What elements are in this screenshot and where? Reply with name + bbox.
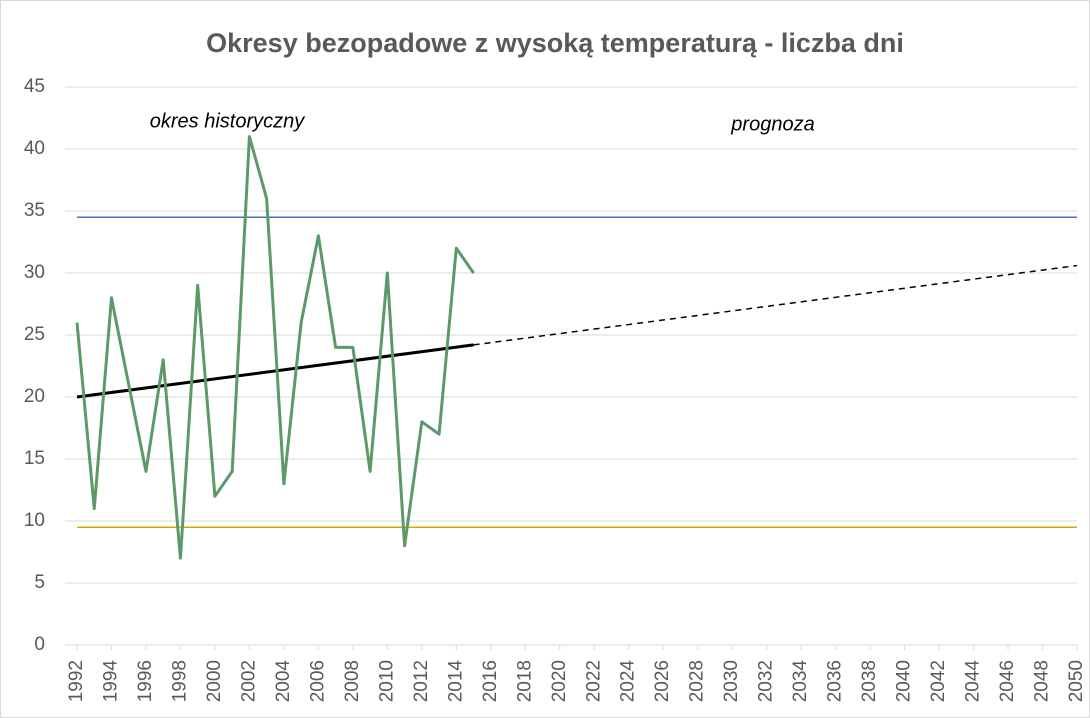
x-tick-label: 2038 [859,660,880,702]
x-tick-label: 1996 [135,660,156,702]
x-tick-label: 1998 [169,660,190,702]
x-tick-label: 2028 [687,660,708,702]
x-tick-label: 1994 [100,660,121,703]
annotation: prognoza [730,113,814,135]
x-tick-label: 2026 [652,660,673,702]
x-tick-label: 2000 [204,660,225,702]
y-tick-label: 10 [24,510,45,531]
x-tick-label: 2008 [342,660,363,702]
y-tick-label: 15 [24,448,45,469]
x-tick-label: 2022 [583,660,604,702]
x-tick-label: 2018 [514,660,535,702]
chart-title: Okresy bezopadowe z wysoką temperaturą -… [206,28,904,58]
x-tick-label: 2030 [721,660,742,702]
x-tick-label: 2036 [825,660,846,702]
annotation: okres historyczny [150,110,305,132]
y-tick-label: 25 [24,324,45,345]
x-tick-label: 2044 [963,660,984,703]
y-tick-label: 45 [24,76,45,97]
x-tick-label: 2048 [1032,660,1053,702]
y-tick-label: 35 [24,200,45,221]
x-tick-label: 2010 [376,660,397,702]
y-tick-label: 5 [34,572,45,593]
series-line [473,264,1078,346]
y-tick-label: 30 [24,262,45,283]
y-tick-label: 0 [34,634,45,655]
x-tick-label: 2032 [756,660,777,702]
series-line [75,135,475,560]
x-tick-label: 2016 [480,660,501,702]
x-tick-label: 2040 [894,660,915,702]
x-tick-label: 2046 [997,660,1018,702]
y-tick-label: 20 [24,386,45,407]
x-tick-label: 2020 [549,660,570,702]
x-tick-label: 2034 [790,660,811,703]
x-tick-label: 2012 [411,660,432,702]
series-line [76,343,474,399]
x-tick-label: 2042 [928,660,949,702]
x-tick-label: 2004 [273,660,294,703]
y-tick-label: 40 [24,138,45,159]
x-tick-label: 2050 [1066,660,1087,702]
x-tick-label: 2014 [445,660,466,703]
x-tick-label: 2024 [618,660,639,703]
x-tick-label: 1992 [66,660,87,702]
x-tick-label: 2006 [307,660,328,702]
x-tick-label: 2002 [238,660,259,702]
